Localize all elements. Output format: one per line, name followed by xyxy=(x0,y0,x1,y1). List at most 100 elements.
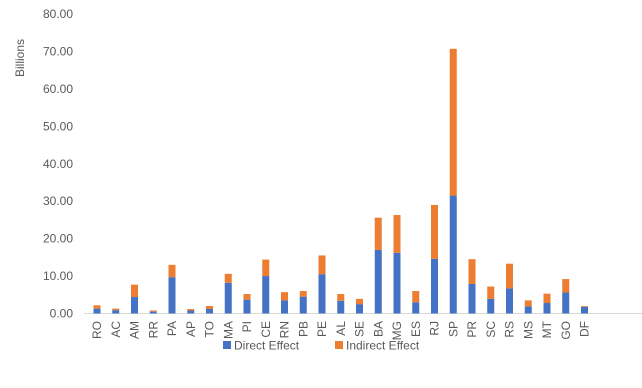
x-tick-label-sc: SC xyxy=(484,321,498,338)
x-tick-label-ce: CE xyxy=(259,321,273,338)
x-tick-label-go: GO xyxy=(559,321,573,340)
x-axis-ticks: RO AC AM RR PA AP TO MA PI CE RN PB PE AL SE BA MG ES RJ SP… xyxy=(90,320,592,340)
x-tick-label-rn: RN xyxy=(278,321,292,338)
bar-direct-rs xyxy=(506,288,513,314)
bar-direct-ap xyxy=(187,310,195,314)
bar-indirect-df xyxy=(581,306,588,307)
bar-indirect-go xyxy=(562,279,570,293)
bar-indirect-to xyxy=(206,306,213,310)
legend-label-indirect-effect: Indirect Effect xyxy=(346,339,420,353)
bar-indirect-rr xyxy=(149,310,157,312)
x-tick-label-ap: AP xyxy=(184,321,198,337)
bar-direct-pi xyxy=(243,299,251,314)
legend-swatch-direct-effect xyxy=(223,341,231,349)
bar-direct-pb xyxy=(299,296,307,314)
bar-direct-ba xyxy=(374,249,382,314)
bar-direct-pa xyxy=(168,277,176,314)
bar-indirect-rj xyxy=(431,204,438,259)
bar-indirect-mg xyxy=(393,215,401,253)
y-tick-label: 50.00 xyxy=(43,119,73,133)
x-tick-label-pr: PR xyxy=(465,321,479,338)
bar-direct-es xyxy=(412,302,420,314)
x-tick-label-ma: MA xyxy=(221,321,235,339)
y-axis-ticks: 0.00 10.00 20.00 30.00 40.00 50.00 60.00 70.00 8… xyxy=(43,7,73,321)
bar-indirect-pr xyxy=(468,259,476,284)
bar-indirect-rs xyxy=(506,263,513,289)
x-tick-label-pi: PI xyxy=(240,321,254,332)
x-tick-label-pb: PB xyxy=(296,321,310,337)
x-tick-label-to: TO xyxy=(203,321,217,337)
bar-direct-mt xyxy=(543,303,551,314)
bars-group xyxy=(93,48,588,314)
x-tick-label-es: ES xyxy=(409,321,423,337)
y-tick-label: 80.00 xyxy=(43,7,73,21)
y-tick-label: 30.00 xyxy=(43,194,73,208)
bar-indirect-sp xyxy=(449,48,457,196)
x-tick-label-rs: RS xyxy=(503,321,517,338)
bar-direct-se xyxy=(356,304,363,314)
bar-direct-ma xyxy=(224,282,232,314)
legend-label-direct-effect: Direct Effect xyxy=(234,339,300,353)
y-tick-label: 40.00 xyxy=(43,157,73,171)
x-tick-label-pa: PA xyxy=(165,321,179,336)
bar-direct-pr xyxy=(468,283,476,314)
bar-indirect-pe xyxy=(318,255,326,275)
x-tick-label-se: SE xyxy=(353,321,367,337)
legend-swatch-indirect-effect xyxy=(335,341,343,349)
bar-direct-go xyxy=(562,292,570,314)
x-tick-label-ba: BA xyxy=(371,321,385,337)
bar-indirect-ap xyxy=(187,309,195,311)
bar-indirect-pb xyxy=(299,291,307,297)
bar-indirect-ac xyxy=(112,308,120,311)
x-tick-label-am: AM xyxy=(128,321,142,339)
x-tick-label-al: AL xyxy=(334,321,348,336)
x-tick-label-mt: MT xyxy=(540,320,554,338)
bar-indirect-rn xyxy=(281,292,288,301)
bar-direct-ms xyxy=(524,306,532,314)
bar-direct-mg xyxy=(393,252,401,314)
x-tick-label-rr: RR xyxy=(146,321,160,339)
x-tick-label-ac: AC xyxy=(109,321,123,338)
bar-direct-rr xyxy=(149,311,157,314)
y-tick-label: 10.00 xyxy=(43,269,73,283)
bar-indirect-pi xyxy=(243,294,251,300)
y-tick-label: 60.00 xyxy=(43,82,73,96)
bar-indirect-ce xyxy=(262,259,270,277)
bar-indirect-al xyxy=(337,294,345,301)
y-tick-label: 20.00 xyxy=(43,232,73,246)
bar-indirect-pa xyxy=(168,264,176,278)
bar-indirect-ba xyxy=(374,217,382,250)
bar-direct-ce xyxy=(262,276,270,314)
legend: Direct Effect Indirect Effect xyxy=(223,339,420,353)
bar-direct-ro xyxy=(93,308,101,314)
bar-indirect-ro xyxy=(93,305,101,309)
bar-indirect-mt xyxy=(543,293,551,304)
bar-indirect-am xyxy=(131,284,138,298)
x-tick-label-mg: MG xyxy=(390,321,404,340)
bar-indirect-es xyxy=(412,291,420,303)
bar-direct-rn xyxy=(281,300,288,314)
bar-direct-sc xyxy=(487,298,495,314)
x-tick-label-sp: SP xyxy=(446,321,460,337)
x-tick-label-ms: MS xyxy=(521,321,535,339)
bar-direct-df xyxy=(581,306,588,314)
x-tick-label-ro: RO xyxy=(90,321,104,339)
x-tick-label-pe: PE xyxy=(315,321,329,337)
y-tick-label: 70.00 xyxy=(43,44,73,58)
bar-direct-al xyxy=(337,300,345,314)
bar-direct-to xyxy=(206,309,213,314)
bar-indirect-ma xyxy=(224,273,232,283)
bar-indirect-ms xyxy=(524,300,532,307)
bar-direct-sp xyxy=(449,195,457,314)
y-tick-label: 0.00 xyxy=(50,307,74,321)
bar-direct-ac xyxy=(112,310,120,314)
bar-indirect-se xyxy=(356,298,363,305)
x-tick-label-rj: RJ xyxy=(428,321,442,336)
bar-indirect-sc xyxy=(487,286,495,299)
bar-direct-rj xyxy=(431,258,438,314)
y-axis-label: Billions xyxy=(13,39,27,77)
bar-direct-am xyxy=(131,297,138,314)
bar-direct-pe xyxy=(318,274,326,314)
